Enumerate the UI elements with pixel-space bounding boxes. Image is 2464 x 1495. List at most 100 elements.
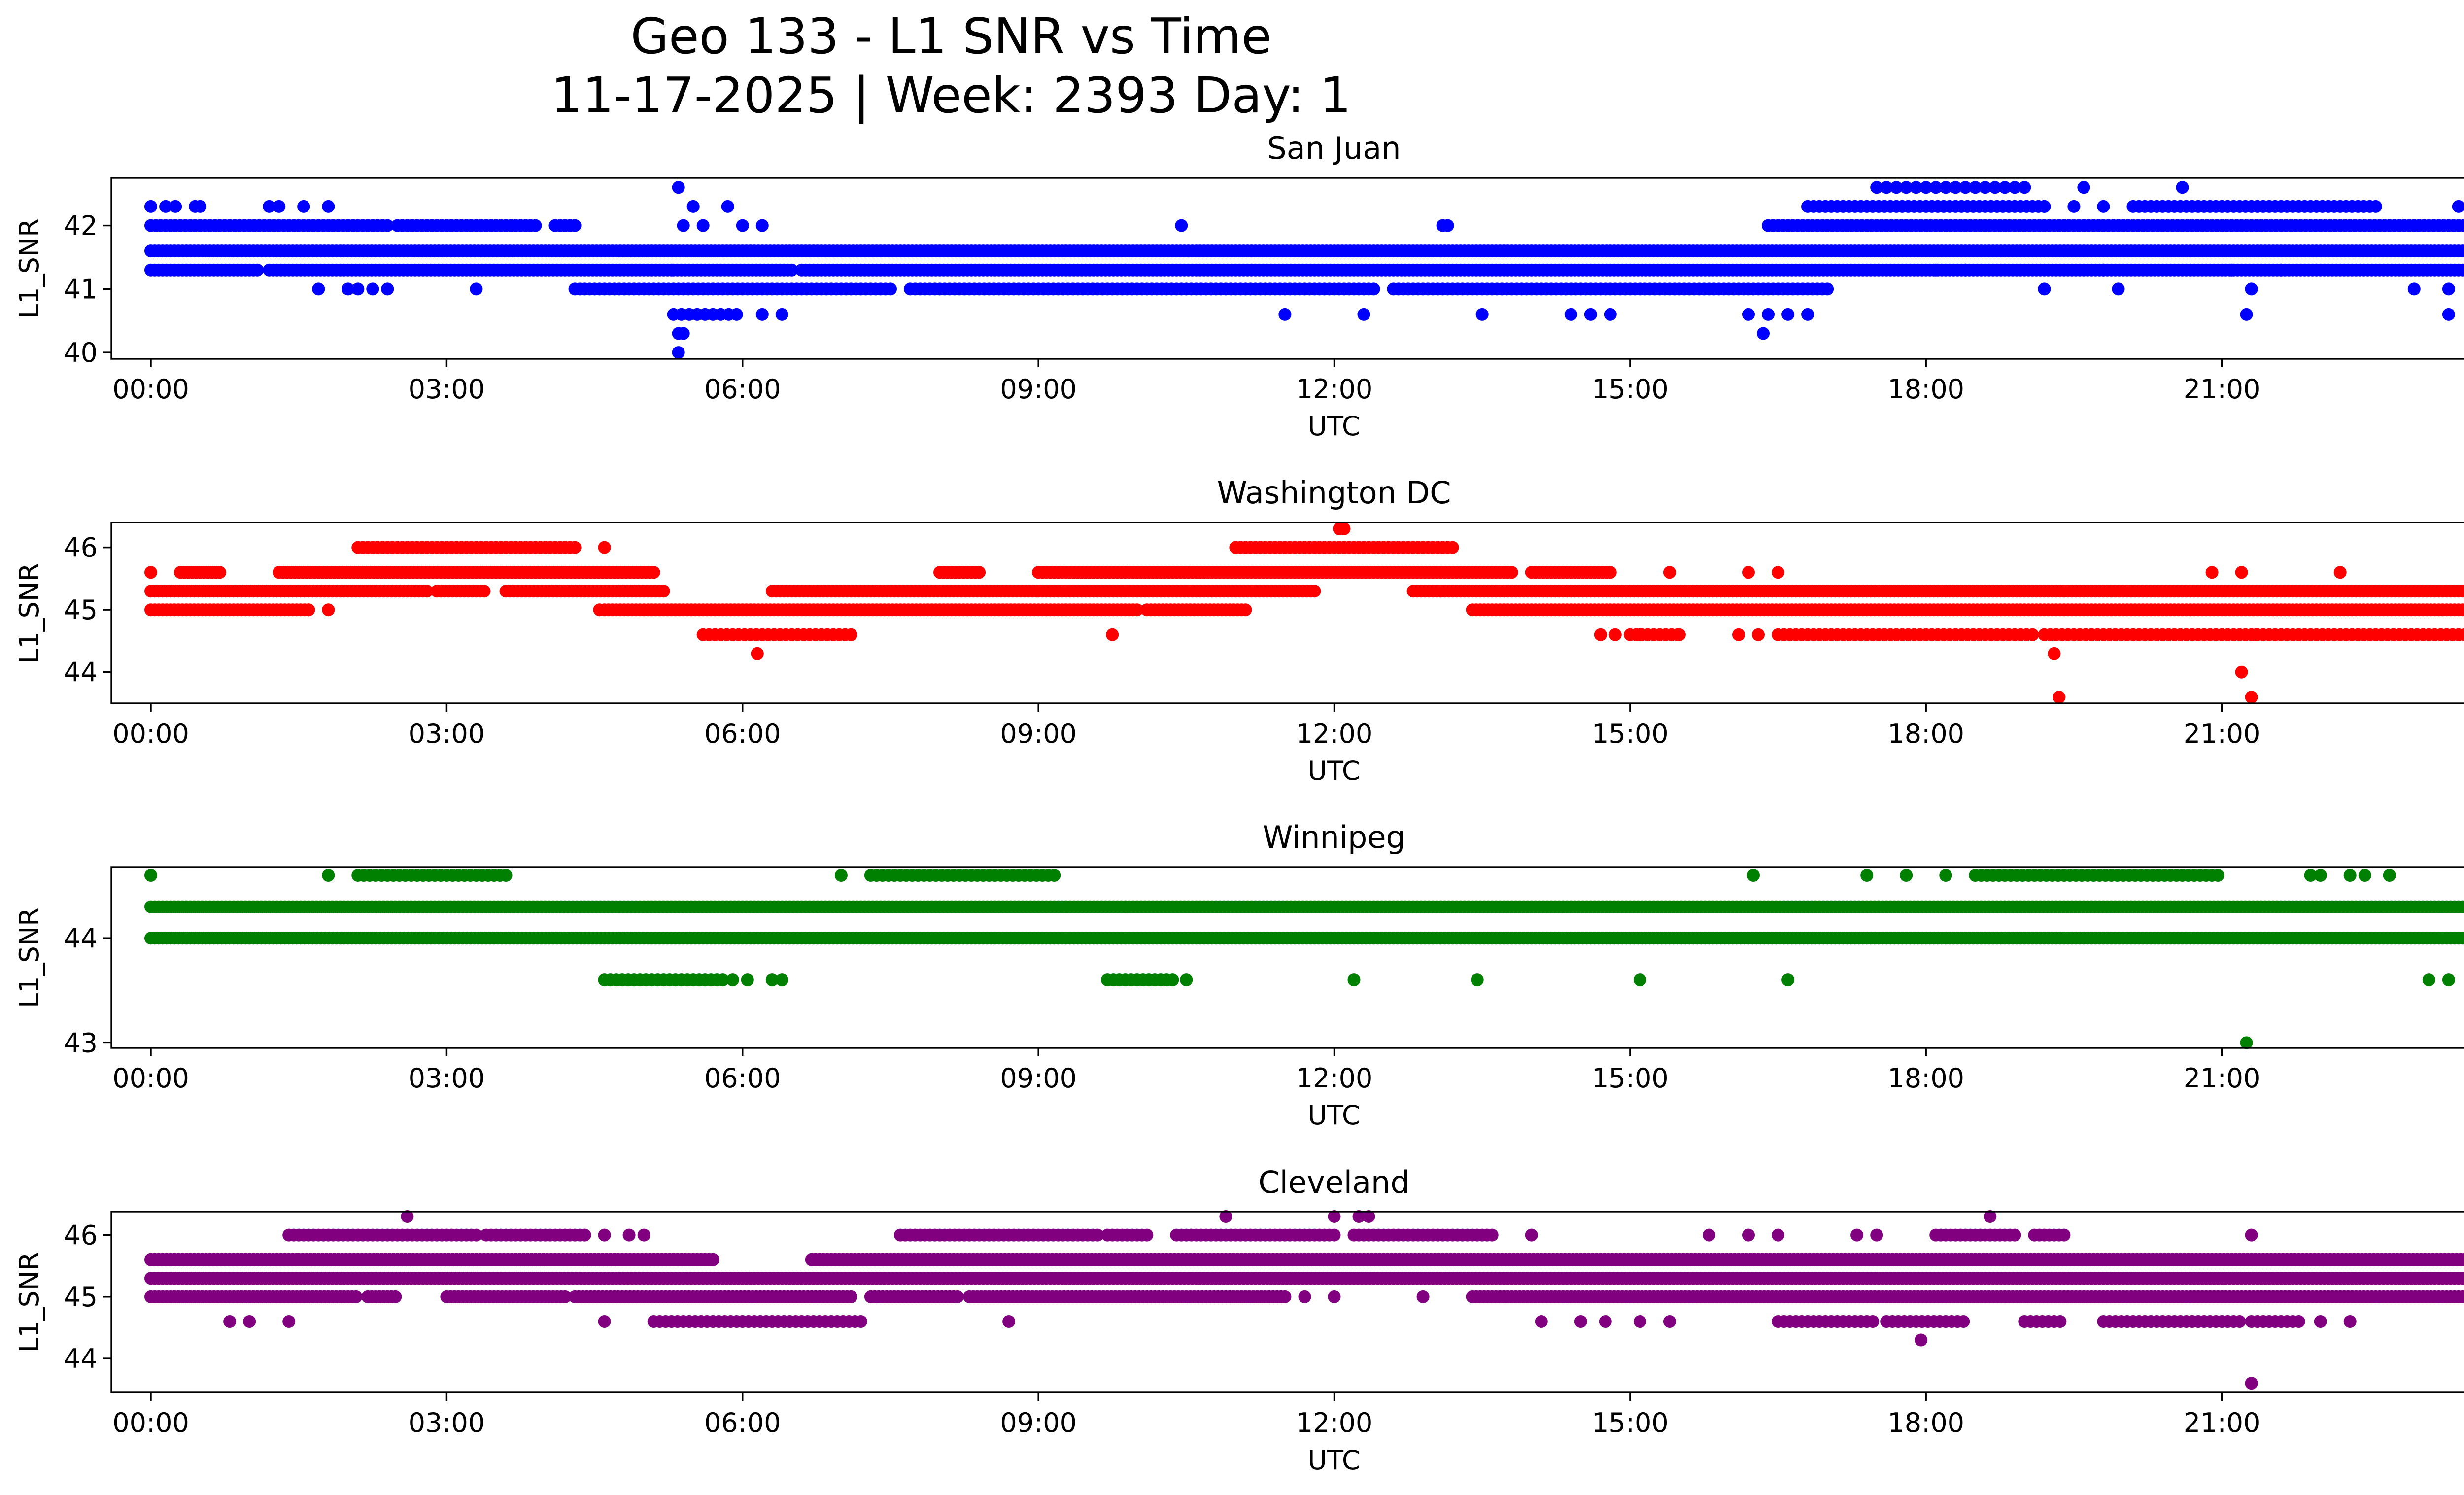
scatter-point <box>2077 181 2090 194</box>
x-tick-label: 21:00 <box>2184 374 2260 405</box>
scatter-point <box>1732 628 1745 641</box>
scatter-point <box>1757 327 1770 340</box>
scatter-point <box>1564 308 1577 321</box>
x-tick-label: 06:00 <box>704 374 781 405</box>
scatter-point <box>2447 219 2460 232</box>
y-tick-label: 42 <box>64 210 98 242</box>
panel-title: Washington DC <box>1217 475 1451 511</box>
scatter-point <box>1446 541 1459 554</box>
scatter-point <box>2274 263 2288 277</box>
scatter-point <box>470 282 483 296</box>
x-tick-label: 12:00 <box>1296 374 1373 405</box>
x-tick-label: 18:00 <box>1887 718 1964 749</box>
y-axis-label: L1_SNR <box>14 563 45 663</box>
y-tick-label: 44 <box>64 923 98 954</box>
scatter-point <box>2053 691 2066 704</box>
scatter-point <box>2358 869 2371 882</box>
scatter-point <box>499 869 513 882</box>
scatter-point <box>1781 973 1795 987</box>
x-tick-label: 00:00 <box>112 718 189 749</box>
figure-title-line1: Geo 133 - L1 SNR vs Time <box>631 7 1272 65</box>
x-tick-label: 12:00 <box>1296 1063 1373 1094</box>
scatter-point <box>775 308 788 321</box>
scatter-point <box>2442 973 2455 987</box>
scatter-point <box>593 603 606 617</box>
scatter-point <box>1180 973 1193 987</box>
x-tick-label: 12:00 <box>1296 718 1373 749</box>
x-tick-label: 21:00 <box>2184 718 2260 749</box>
y-tick-label: 40 <box>64 337 98 368</box>
x-tick-label: 15:00 <box>1592 1063 1669 1094</box>
x-tick-label: 18:00 <box>1887 1063 1964 1094</box>
scatter-point <box>322 603 335 617</box>
scatter-point <box>2225 263 2238 277</box>
y-axis-label: L1_SNR <box>14 907 45 1008</box>
x-tick-label: 03:00 <box>409 1063 485 1094</box>
scatter-point <box>736 219 749 232</box>
x-axis-label: UTC <box>1307 1445 1360 1476</box>
scatter-point <box>1604 308 1617 321</box>
scatter-point <box>1239 603 1252 617</box>
scatter-point <box>1752 628 1765 641</box>
data-points <box>144 181 2464 359</box>
x-tick-label: 18:00 <box>1887 374 1964 405</box>
scatter-point <box>2407 282 2421 296</box>
scatter-point <box>696 219 710 232</box>
y-tick-label: 41 <box>64 274 98 305</box>
scatter-point <box>721 200 734 213</box>
scatter-point <box>755 308 769 321</box>
scatter-point <box>1337 522 1351 535</box>
scatter-point <box>2314 869 2327 882</box>
scatter-point <box>1673 628 1686 641</box>
scatter-point <box>1347 973 1361 987</box>
scatter-point <box>1604 566 1617 579</box>
scatter-point <box>884 282 897 296</box>
x-tick-label: 03:00 <box>409 374 485 405</box>
scatter-point <box>2369 200 2382 213</box>
scatter-point <box>751 647 764 660</box>
scatter-point <box>2250 628 2263 641</box>
scatter-point <box>741 973 754 987</box>
scatter-point <box>730 308 743 321</box>
scatter-point <box>194 200 207 213</box>
x-tick-label: 00:00 <box>112 1063 189 1094</box>
scatter-point <box>686 200 700 213</box>
scatter-point <box>1633 628 1646 641</box>
scatter-point <box>297 200 310 213</box>
scatter-point <box>1308 585 1321 598</box>
scatter-point <box>1175 219 1188 232</box>
scatter-point <box>302 603 315 617</box>
scatter-point <box>2333 566 2347 579</box>
scatter-point <box>1106 628 1119 641</box>
scatter-point <box>1166 973 1179 987</box>
scatter-point <box>755 219 769 232</box>
scatter-point <box>169 200 182 213</box>
x-tick-label: 03:00 <box>409 718 485 749</box>
scatter-point <box>598 541 611 554</box>
x-tick-label: 09:00 <box>1000 374 1077 405</box>
scatter-point <box>785 263 798 277</box>
x-tick-label: 21:00 <box>2184 1063 2260 1094</box>
scatter-point <box>2442 282 2455 296</box>
x-tick-label: 00:00 <box>112 374 189 405</box>
scatter-point <box>1608 628 1622 641</box>
scatter-point <box>2097 263 2110 277</box>
scatter-point <box>251 263 264 277</box>
scatter-point <box>2383 869 2396 882</box>
scatter-point <box>1048 869 1061 882</box>
panel-san-juan: San Juan UTC L1_SNR 00:00 03:00 06:00 09:00… <box>14 130 2464 442</box>
scatter-point <box>381 282 394 296</box>
scatter-point <box>2442 308 2455 321</box>
scatter-point <box>1747 869 1760 882</box>
y-tick-label: 45 <box>64 594 98 626</box>
y-tick-label: 46 <box>64 532 98 563</box>
scatter-point <box>2112 282 2125 296</box>
scatter-point <box>322 869 335 882</box>
scatter-point <box>312 282 325 296</box>
scatter-point <box>2097 200 2110 213</box>
scatter-point <box>1357 308 1370 321</box>
scatter-point <box>2038 282 2051 296</box>
scatter-point <box>1939 869 1952 882</box>
scatter-point <box>1860 869 1874 882</box>
scatter-point <box>973 566 986 579</box>
